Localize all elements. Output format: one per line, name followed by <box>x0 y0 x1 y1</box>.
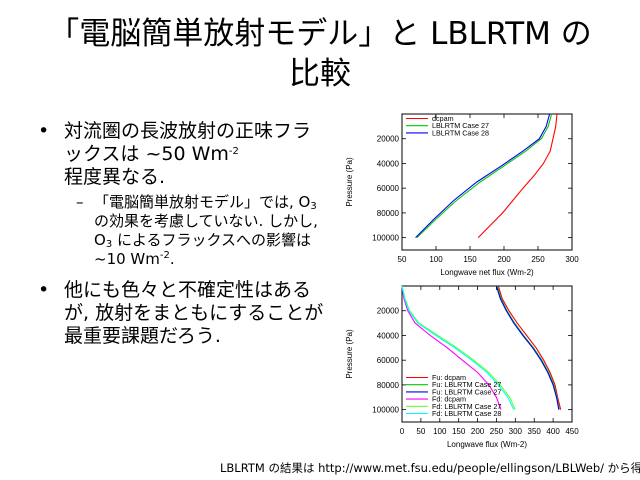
y-tick-label: 100000 <box>372 406 399 415</box>
o3-subscript-2: 3 <box>105 239 113 250</box>
y-tick-label: 40000 <box>377 331 400 340</box>
series-line-2 <box>496 285 560 410</box>
x-tick-label: 300 <box>509 427 523 436</box>
x-tick-label: 400 <box>546 427 560 436</box>
x-axis-label: Longwave flux (Wm-2) <box>447 440 527 449</box>
x-tick-label: 250 <box>531 255 545 264</box>
footer-source: LBLRTM の結果は http://www.met.fsu.edu/peopl… <box>220 461 640 475</box>
y-tick-label: 60000 <box>377 356 400 365</box>
legend-label: Fd: dcpam <box>432 395 466 404</box>
title-line-1: 「電脳簡単放射モデル」と LBLRTM の <box>48 16 592 52</box>
x-tick-label: 100 <box>429 255 443 264</box>
x-tick-label: 50 <box>416 427 425 436</box>
flux-chart: 0 50 100 150 200 250 300 350 400 450 20000 40000 600… <box>345 285 579 449</box>
y-axis-label: Pressure (Pa) <box>345 157 354 207</box>
x-tick-label: 200 <box>471 427 485 436</box>
x-tick-label: 150 <box>452 427 466 436</box>
x-tick-label: 0 <box>400 427 405 436</box>
sub-bullet-dash: – <box>76 193 84 211</box>
sub-bullet-text-3: によるフラックスへの影響は ~10 Wm <box>94 231 312 268</box>
x-tick-label: 50 <box>398 255 407 264</box>
series-line-4 <box>401 285 502 410</box>
legend-label: Fu: LBLRTM Case 27 <box>432 380 501 389</box>
legend-label: Fu: dcpam <box>432 373 466 382</box>
y-tick-label: 40000 <box>377 159 400 168</box>
x-tick-label: 200 <box>497 255 511 264</box>
bullet-1-tail: 程度異なる. <box>64 166 166 188</box>
legend-label: dcpam <box>432 114 454 123</box>
y-tick-label: 60000 <box>377 184 400 193</box>
bullet-2-text: 他にも色々と不確定性はあるが, 放射をまともにすることが最重要課題だろう. <box>64 279 324 347</box>
series-line-5 <box>401 285 516 410</box>
slide-title: 「電脳簡単放射モデル」と LBLRTM の 比較 <box>0 14 640 94</box>
series-line-3 <box>415 113 551 238</box>
x-tick-label: 100 <box>433 427 447 436</box>
bullet-1-main: 対流圏の長波放射の正味フラックスは ~50 Wm <box>64 120 312 165</box>
legend-label: LBLRTM Case 27 <box>432 121 489 130</box>
sub-bullet-text-2: の効果を考慮していない. しかし, O <box>94 212 318 249</box>
x-tick-label: 450 <box>565 427 579 436</box>
legend-label: Fd: LBLRTM Case 28 <box>432 409 501 418</box>
plot-frame <box>401 113 573 251</box>
x-tick-label: 350 <box>528 427 542 436</box>
y-axis-label: Pressure (Pa) <box>345 329 354 379</box>
title-line-2: 比較 <box>289 56 351 92</box>
o3-subscript-1: 3 <box>310 201 317 212</box>
sub-bullet-text-4: . <box>169 250 175 268</box>
y-tick-label: 100000 <box>372 234 399 243</box>
y-tick-label: 80000 <box>377 209 400 218</box>
x-tick-label: 300 <box>565 255 579 264</box>
y-tick-label: 20000 <box>377 135 400 144</box>
series-line-6 <box>401 285 515 410</box>
legend-label: Fd: LBLRTM Case 27 <box>432 402 501 411</box>
series-line-2 <box>416 113 553 238</box>
plot-frame <box>401 285 573 423</box>
sub-bullet-text-1: 「電脳簡単放射モデル」では, O <box>94 193 311 211</box>
bullet-1-sup: -2 <box>228 146 239 157</box>
legend-label: Fu: LBLRTM Case 27 <box>432 387 501 396</box>
y-tick-label: 80000 <box>377 381 400 390</box>
series-line-1 <box>477 113 558 238</box>
x-tick-label: 150 <box>463 255 477 264</box>
bullet-dot: • <box>38 120 50 142</box>
sub-bullet-sup: -2 <box>159 250 170 261</box>
legend-label: LBLRTM Case 28 <box>432 128 489 137</box>
x-tick-label: 250 <box>490 427 504 436</box>
series-line-1 <box>497 285 562 410</box>
x-axis-label: Longwave net flux (Wm-2) <box>440 268 534 277</box>
bullet-2: • 他にも色々と不確定性はあるが, 放射をまともにすることが最重要課題だろう. <box>38 279 328 348</box>
bullet-1: • 対流圏の長波放射の正味フラックスは ~50 Wm-2 程度異なる. <box>38 120 328 189</box>
net-flux-chart: 50 100 150 200 250 300 20000 40000 60000 80000 100… <box>345 113 579 277</box>
sub-bullet-1: – 「電脳簡単放射モデル」では, O3 の効果を考慮していない. しかし, O3… <box>76 193 328 269</box>
bullet-list: • 対流圏の長波放射の正味フラックスは ~50 Wm-2 程度異なる. – 「電… <box>38 120 328 348</box>
y-tick-label: 20000 <box>377 307 400 316</box>
series-line-3 <box>495 285 560 410</box>
bullet-dot: • <box>38 279 50 301</box>
